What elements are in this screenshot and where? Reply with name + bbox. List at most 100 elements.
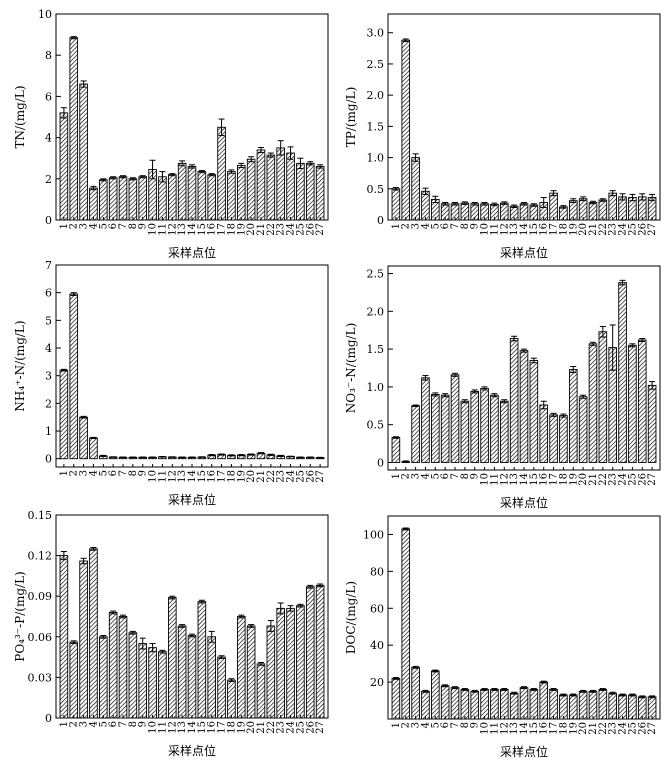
- bar: [509, 692, 519, 720]
- bar: [236, 164, 246, 221]
- x-tick-label: 10: [480, 722, 491, 735]
- x-tick-label: 26: [305, 470, 316, 483]
- bar: [559, 694, 568, 720]
- bar: [276, 607, 285, 719]
- x-tick-label: 23: [608, 473, 619, 486]
- bar: [618, 282, 627, 463]
- x-tick-label: 25: [295, 223, 306, 236]
- x-tick-label: 23: [608, 223, 619, 236]
- y-tick-label: 4: [45, 132, 52, 145]
- bar: [217, 656, 226, 719]
- x-tick-label: 14: [519, 223, 530, 236]
- y-tick-label: 60: [370, 602, 384, 615]
- x-tick-label: 27: [315, 223, 326, 236]
- y-tick-label: 1.0: [367, 381, 385, 394]
- bar: [450, 687, 460, 720]
- bar: [305, 162, 315, 221]
- x-tick-label: 9: [138, 721, 149, 727]
- bar: [578, 396, 588, 463]
- x-tick-label: 4: [88, 721, 99, 727]
- bar: [207, 636, 217, 719]
- x-tick-label: 22: [598, 473, 609, 486]
- bar: [421, 690, 430, 720]
- bar: [480, 387, 489, 463]
- bar: [197, 171, 207, 221]
- x-tick-label: 17: [217, 470, 228, 483]
- y-axis-title: TN/(mg/L): [13, 86, 27, 149]
- bar: [421, 190, 430, 221]
- bar: [568, 694, 578, 720]
- bar: [470, 390, 480, 463]
- x-tick-label: 9: [138, 223, 149, 229]
- bar: [460, 689, 470, 720]
- bar: [519, 687, 529, 720]
- x-tick-label: 23: [276, 721, 287, 734]
- x-tick-label: 12: [167, 470, 178, 483]
- bar: [276, 147, 285, 221]
- bar: [69, 37, 79, 221]
- x-tick-label: 14: [187, 721, 198, 734]
- x-tick-label: 8: [460, 722, 471, 728]
- x-tick-label: 18: [226, 470, 237, 483]
- x-tick-label: 1: [391, 473, 402, 479]
- x-tick-label: 10: [480, 473, 491, 486]
- bar: [99, 179, 108, 221]
- bar: [305, 586, 315, 719]
- x-tick-label: 14: [187, 223, 198, 236]
- x-tick-label: 4: [88, 470, 99, 476]
- x-tick-label: 15: [529, 473, 540, 486]
- x-tick-label: 22: [266, 721, 277, 734]
- x-tick-label: 11: [157, 470, 168, 483]
- bar: [539, 681, 549, 720]
- x-tick-label: 26: [637, 473, 648, 486]
- y-axis-title: TP/(mg/L): [344, 87, 358, 148]
- bar: [509, 338, 519, 463]
- y-tick-label: 40: [370, 639, 384, 652]
- x-tick-label: 26: [305, 223, 316, 236]
- x-tick-label: 27: [315, 470, 326, 483]
- y-tick-label: 0: [377, 214, 384, 227]
- x-tick-label: 7: [118, 721, 129, 727]
- x-tick-label: 18: [558, 722, 569, 735]
- x-tick-label: 3: [411, 223, 422, 229]
- bar: [79, 560, 88, 719]
- x-tick-label: 26: [637, 223, 648, 236]
- y-axis-title: NH₄⁺-N/(mg/L): [13, 320, 27, 411]
- x-tick-label: 16: [539, 722, 550, 735]
- x-tick-label: 25: [627, 473, 638, 486]
- bar: [637, 339, 647, 463]
- chart-panel-4: 00.51.01.52.02.5123456789101112131415161…: [344, 265, 661, 510]
- x-tick-label: 16: [207, 470, 218, 483]
- bar: [578, 690, 588, 720]
- x-tick-label: 14: [519, 473, 530, 486]
- x-tick-label: 3: [411, 722, 422, 728]
- bar: [401, 528, 411, 720]
- x-axis-title: 采样点位: [500, 744, 548, 759]
- y-tick-label: 0.09: [28, 590, 53, 603]
- x-tick-label: 22: [266, 470, 277, 483]
- chart-panel-5: 00.030.060.090.120.151234567891011121314…: [13, 509, 329, 758]
- bar: [431, 393, 440, 463]
- x-tick-label: 11: [489, 722, 500, 735]
- chart-panel-2: 00.51.01.52.02.53.0123456789101112131415…: [344, 13, 661, 260]
- x-tick-label: 22: [266, 223, 277, 236]
- y-axis-title: NO₃⁻-N/(mg/L): [344, 323, 358, 414]
- bar: [227, 171, 236, 221]
- x-tick-label: 14: [187, 470, 198, 483]
- bar: [89, 548, 98, 719]
- x-tick-label: 15: [197, 470, 208, 483]
- bar: [411, 666, 420, 720]
- x-tick-label: 8: [128, 721, 139, 727]
- x-axis-title: 采样点位: [168, 492, 216, 507]
- x-tick-label: 8: [128, 470, 139, 476]
- x-tick-label: 6: [440, 722, 451, 728]
- bar: [519, 350, 529, 463]
- bar: [79, 416, 88, 460]
- bar: [138, 176, 148, 221]
- x-tick-label: 21: [256, 721, 267, 734]
- x-tick-label: 5: [430, 223, 441, 229]
- x-tick-label: 19: [236, 721, 247, 734]
- x-tick-label: 1: [391, 223, 402, 229]
- x-axis-title: 采样点位: [500, 245, 548, 260]
- bar: [79, 83, 88, 221]
